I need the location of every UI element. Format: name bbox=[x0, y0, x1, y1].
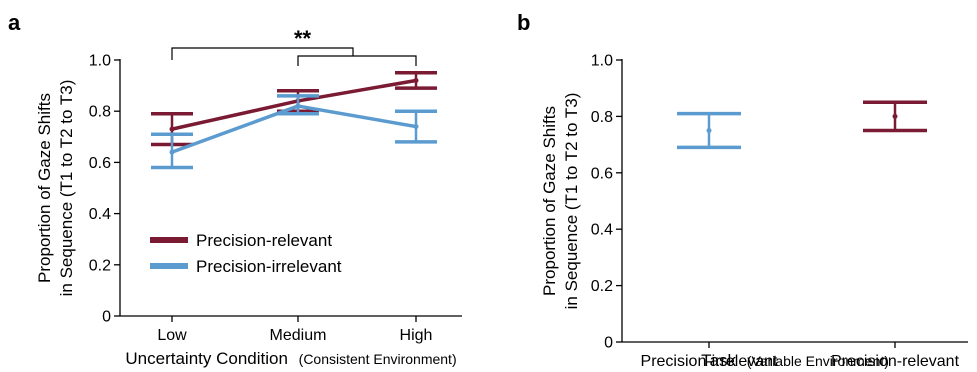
panel-a-y-axis-ticks: 0 0.2 0.4 0.6 0.8 1.0 bbox=[89, 53, 120, 326]
a-ytick-label-0-4: 0.4 bbox=[89, 206, 111, 223]
panel-b-y-axis-ticks: 0 0.2 0.4 0.6 0.8 1.0 bbox=[591, 53, 622, 352]
b-ytick-label-1-0: 1.0 bbox=[591, 53, 613, 70]
panel-a-x-axis-title: Uncertainty Condition (Consistent Enviro… bbox=[125, 349, 456, 368]
panel-b-x-axis-title: Task (Variable Environment) bbox=[701, 351, 889, 370]
point-precision-relevant bbox=[892, 113, 898, 119]
panel-a-chart: 0 0.2 0.4 0.6 0.8 1.0 Low Medium High ** Precis… bbox=[35, 26, 462, 368]
b-xtick-label-precision-irrelevant: Precision-irrelevant bbox=[641, 353, 778, 370]
a-xtick-label-high: High bbox=[400, 327, 433, 344]
bracket-sub bbox=[297, 55, 417, 66]
panel-a-x-axis-note: (Consistent Environment) bbox=[299, 351, 457, 367]
panel-a-y-axis-title-line1: Proportion of Gaze Shifts bbox=[35, 93, 54, 283]
panel-b-x-axis-ticks: Precision-irrelevant Precision-relevant bbox=[641, 342, 960, 370]
point-precision-irrelevant bbox=[706, 128, 712, 133]
panel-b-x-axis-note: (Variable Environment) bbox=[747, 353, 889, 369]
significance-label: ** bbox=[294, 26, 312, 51]
panel-a-x-axis-label: Uncertainty Condition bbox=[125, 349, 288, 368]
a-ytick-label-0-8: 0.8 bbox=[89, 104, 111, 121]
legend: Precision-relevant Precision-irrelevant bbox=[150, 231, 342, 276]
b-ytick-label-0-6: 0.6 bbox=[591, 165, 613, 182]
a-ytick-label-0-6: 0.6 bbox=[89, 155, 111, 172]
legend-label-precision-irrelevant: Precision-irrelevant bbox=[196, 257, 342, 276]
panel-b-x-axis-label: Task bbox=[701, 351, 736, 370]
b-xtick-label-precision-relevant: Precision-relevant bbox=[831, 353, 960, 370]
b-ytick-label-0-2: 0.2 bbox=[591, 278, 613, 295]
point-precision-irrelevant-medium bbox=[295, 103, 301, 109]
a-ytick-label-0: 0 bbox=[102, 309, 111, 326]
panel-b-points bbox=[677, 100, 927, 150]
point-precision-irrelevant-low bbox=[169, 149, 175, 155]
point-precision-relevant-high bbox=[413, 77, 419, 83]
a-xtick-label-low: Low bbox=[157, 327, 187, 344]
panel-a-series bbox=[151, 71, 437, 170]
a-xtick-label-medium: Medium bbox=[270, 327, 327, 344]
legend-label-precision-relevant: Precision-relevant bbox=[196, 231, 332, 250]
bracket-main bbox=[171, 47, 354, 60]
panel-b-y-axis-title-line2: in Sequence (T1 to T2 to T3) bbox=[562, 93, 581, 310]
panel-letter-b: b bbox=[517, 10, 530, 35]
panel-a-y-axis-title-line2: in Sequence (T1 to T2 to T3) bbox=[57, 80, 76, 297]
a-ytick-label-0-2: 0.2 bbox=[89, 257, 111, 274]
significance-bracket bbox=[171, 47, 417, 66]
b-ytick-label-0-8: 0.8 bbox=[591, 109, 613, 126]
point-precision-irrelevant-high bbox=[413, 124, 419, 130]
panel-b-y-axis-title-line1: Proportion of Gaze Shifts bbox=[540, 106, 559, 296]
panel-b-chart: 00.20.40.60.81.0 Precision-irrelevant Pre… bbox=[540, 53, 968, 370]
panel-letter-a: a bbox=[8, 10, 21, 35]
panel-a-x-axis-ticks: Low Medium High bbox=[157, 316, 432, 344]
a-ytick-label-1-0: 1.0 bbox=[89, 53, 111, 70]
point-precision-relevant-low bbox=[169, 126, 175, 132]
b-ytick-label-0-4: 0.4 bbox=[591, 222, 613, 239]
b-ytick-label-0: 0 bbox=[604, 335, 613, 352]
